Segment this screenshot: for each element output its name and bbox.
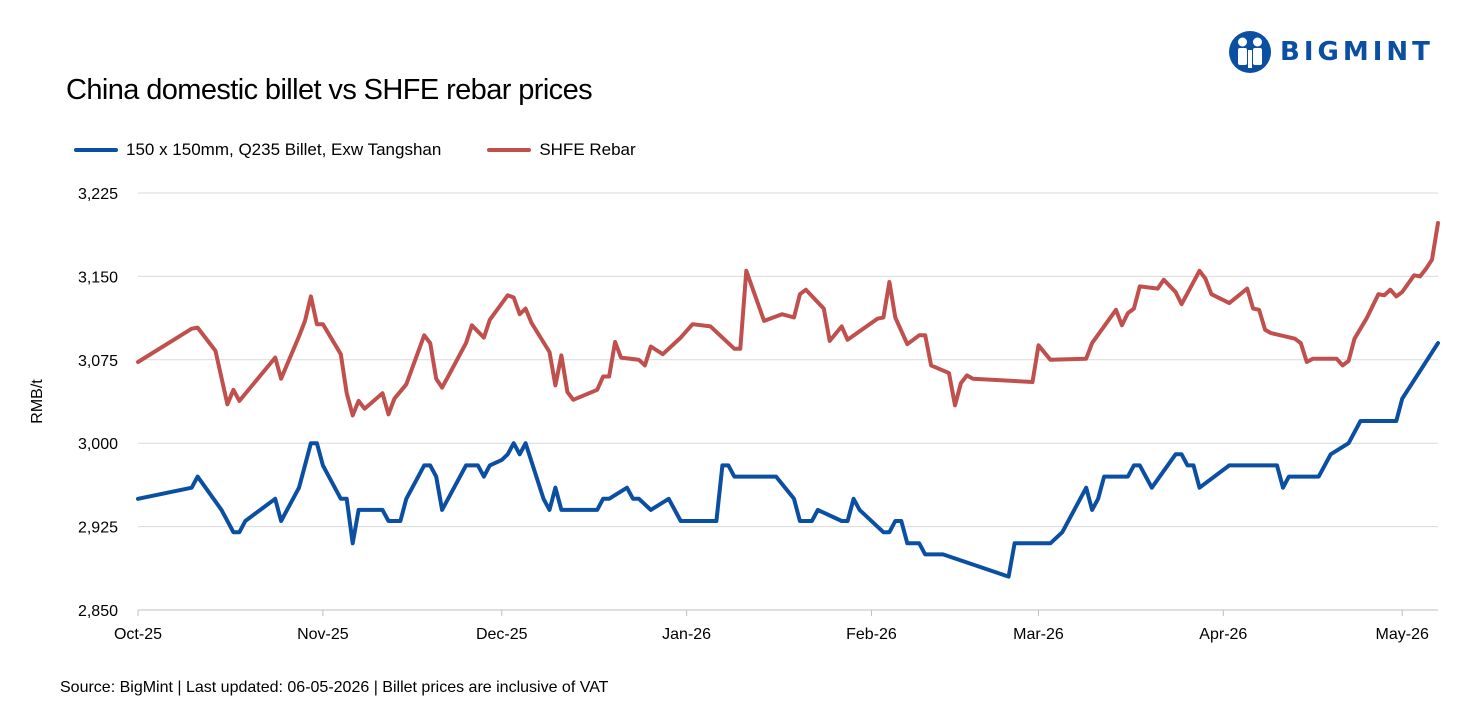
x-tick-label: Apr-26 bbox=[1199, 626, 1247, 643]
x-tick-label: Dec-25 bbox=[476, 626, 528, 643]
x-tick-label: Mar-26 bbox=[1013, 626, 1064, 643]
chart-title: China domestic billet vs SHFE rebar pric… bbox=[66, 74, 593, 106]
legend-label-rebar: SHFE Rebar bbox=[539, 140, 636, 159]
y-tick-label: 2,850 bbox=[78, 603, 118, 620]
x-tick-label: May-26 bbox=[1376, 626, 1429, 643]
legend-item-rebar: SHFE Rebar bbox=[487, 140, 636, 160]
y-tick-label: 3,075 bbox=[78, 353, 118, 370]
brand-logo: BIGMINT bbox=[1228, 30, 1434, 74]
x-tick-label: Jan-26 bbox=[662, 626, 711, 643]
legend-swatch-billet bbox=[74, 148, 118, 152]
legend-item-billet: 150 x 150mm, Q235 Billet, Exw Tangshan bbox=[74, 140, 441, 160]
legend-swatch-rebar bbox=[487, 148, 532, 152]
source-note: Source: BigMint | Last updated: 06-05-20… bbox=[60, 679, 609, 696]
y-tick-label: 3,225 bbox=[78, 186, 118, 203]
chart-legend: 150 x 150mm, Q235 Billet, Exw Tangshan S… bbox=[74, 140, 682, 160]
y-tick-label: 3,000 bbox=[78, 436, 118, 453]
legend-label-billet: 150 x 150mm, Q235 Billet, Exw Tangshan bbox=[126, 140, 442, 159]
bigmint-logo-icon bbox=[1229, 31, 1271, 73]
x-tick-label: Nov-25 bbox=[297, 626, 349, 643]
y-tick-label: 3,150 bbox=[78, 269, 118, 286]
y-axis-label: RMB/t bbox=[29, 379, 46, 424]
y-tick-label: 2,925 bbox=[78, 520, 118, 537]
x-tick-label: Oct-25 bbox=[114, 626, 162, 643]
x-tick-label: Feb-26 bbox=[846, 626, 897, 643]
brand-name: BIGMINT bbox=[1280, 37, 1434, 67]
series-line-billet bbox=[136, 341, 1440, 579]
series-line-rebar bbox=[136, 221, 1440, 418]
